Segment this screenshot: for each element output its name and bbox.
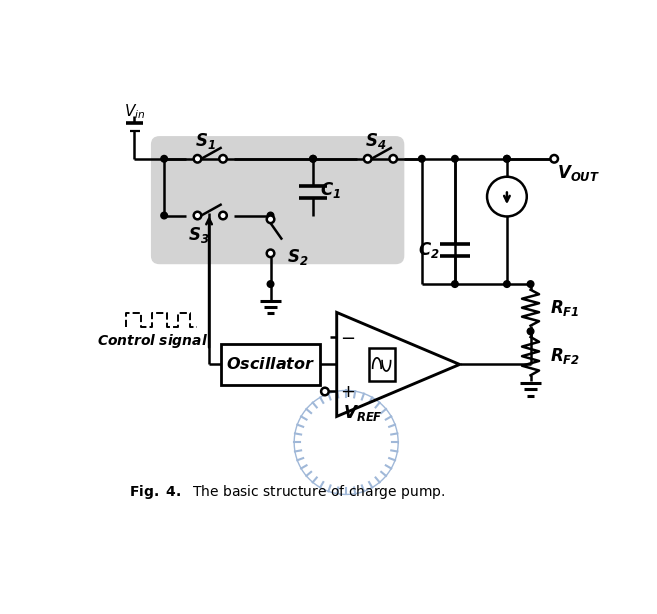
- Circle shape: [504, 281, 510, 287]
- Text: $\bfit{V_{REF}}$: $\bfit{V_{REF}}$: [343, 403, 382, 423]
- Text: $\bfit{S_3}$: $\bfit{S_3}$: [188, 225, 209, 246]
- Text: $\bf{Fig.\ 4.}$  The basic structure of charge pump.: $\bf{Fig.\ 4.}$ The basic structure of c…: [129, 483, 445, 501]
- Text: $\bfit{S_1}$: $\bfit{S_1}$: [195, 131, 216, 151]
- Text: $\bfit{Control\ signal}$: $\bfit{Control\ signal}$: [97, 332, 208, 350]
- FancyBboxPatch shape: [221, 344, 320, 384]
- Circle shape: [551, 155, 558, 163]
- Circle shape: [504, 155, 510, 162]
- Circle shape: [309, 155, 317, 162]
- FancyBboxPatch shape: [369, 348, 395, 381]
- Circle shape: [451, 281, 458, 287]
- Circle shape: [267, 249, 275, 257]
- Circle shape: [267, 212, 274, 219]
- Circle shape: [161, 155, 168, 162]
- Text: $\bfit{R_{F1}}$: $\bfit{R_{F1}}$: [551, 298, 580, 317]
- Circle shape: [321, 387, 328, 395]
- Text: $\bfit{V_{OUT}}$: $\bfit{V_{OUT}}$: [556, 163, 600, 182]
- Text: $\bfit{C_2}$: $\bfit{C_2}$: [418, 240, 440, 260]
- Circle shape: [267, 281, 274, 287]
- Text: $\bfit{S_4}$: $\bfit{S_4}$: [365, 131, 386, 151]
- Circle shape: [451, 155, 458, 162]
- Circle shape: [390, 155, 397, 163]
- Circle shape: [219, 155, 227, 163]
- Text: $V_{in}$: $V_{in}$: [124, 102, 145, 121]
- Text: $+$: $+$: [340, 383, 355, 401]
- Circle shape: [194, 155, 201, 163]
- Text: $\bfit{S_2}$: $\bfit{S_2}$: [287, 247, 309, 267]
- Circle shape: [528, 328, 534, 335]
- Circle shape: [267, 216, 275, 223]
- FancyBboxPatch shape: [151, 136, 404, 264]
- Text: $\bfit{R_{F2}}$: $\bfit{R_{F2}}$: [551, 346, 581, 366]
- Circle shape: [161, 212, 168, 219]
- Circle shape: [309, 155, 317, 162]
- Circle shape: [419, 155, 425, 162]
- Circle shape: [528, 281, 534, 287]
- Circle shape: [364, 155, 371, 163]
- Text: $\bfit{Oscillator}$: $\bfit{Oscillator}$: [226, 357, 315, 373]
- Text: $\bfit{C_1}$: $\bfit{C_1}$: [321, 179, 342, 200]
- Circle shape: [219, 212, 227, 219]
- Text: $-$: $-$: [340, 328, 355, 346]
- Circle shape: [194, 212, 201, 219]
- Circle shape: [504, 155, 510, 162]
